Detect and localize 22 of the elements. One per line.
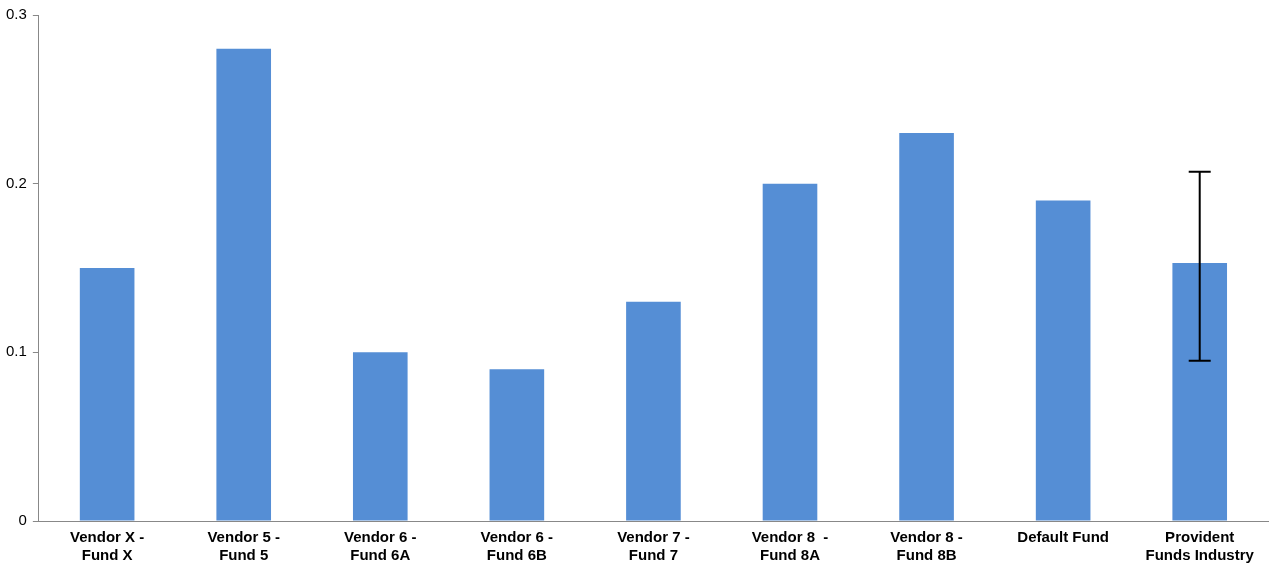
x-tick-label: Default Fund xyxy=(1017,528,1109,546)
y-tick-label: 0.3 xyxy=(5,5,27,23)
y-tick-label: 0.1 xyxy=(5,342,27,360)
bar xyxy=(79,268,135,521)
x-tick-label: Vendor 8 - Fund 8A xyxy=(751,528,829,564)
bar xyxy=(626,301,681,521)
bar xyxy=(899,133,954,521)
x-tick-label: Vendor X - Fund X xyxy=(70,528,145,564)
bar xyxy=(1035,200,1091,521)
x-tick-label: Vendor 6 - Fund 6A xyxy=(344,528,417,564)
x-tick-label: Vendor 8 - Fund 8B xyxy=(890,528,963,564)
y-tick-label: 0.2 xyxy=(5,173,27,191)
bar xyxy=(1172,262,1228,521)
x-tick-label: Provident Funds Industry xyxy=(1145,528,1255,564)
x-tick-label: Vendor 5 - Fund 5 xyxy=(207,528,280,564)
bar xyxy=(489,369,545,521)
bar xyxy=(762,183,818,521)
x-tick-label: Vendor 7 - Fund 7 xyxy=(617,528,690,564)
bar xyxy=(216,48,272,521)
x-tick-label: Vendor 6 - Fund 6B xyxy=(480,528,554,564)
y-tick-label: 0 xyxy=(18,511,27,529)
bar xyxy=(352,352,408,521)
